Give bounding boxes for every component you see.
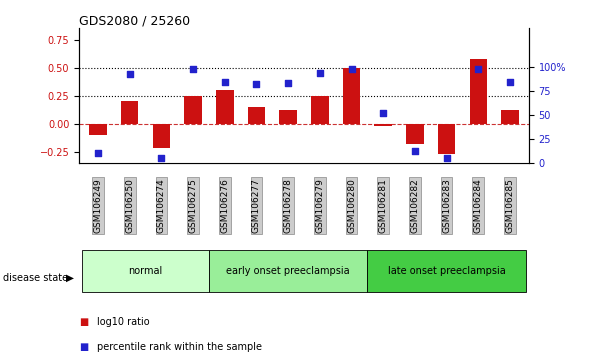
Point: [378, 110, 388, 116]
FancyBboxPatch shape: [367, 250, 526, 292]
Text: late onset preeclampsia: late onset preeclampsia: [388, 266, 505, 276]
Text: GSM106284: GSM106284: [474, 178, 483, 233]
Text: GSM106274: GSM106274: [157, 178, 166, 233]
Bar: [248, 107, 265, 124]
Text: ▶: ▶: [66, 273, 74, 283]
Point: [410, 148, 420, 154]
Text: percentile rank within the sample: percentile rank within the sample: [97, 342, 262, 352]
Text: ■: ■: [79, 342, 88, 352]
Point: [220, 79, 230, 85]
Bar: [89, 124, 107, 135]
FancyBboxPatch shape: [82, 250, 209, 292]
Bar: [280, 110, 297, 124]
Text: GSM106282: GSM106282: [410, 178, 420, 233]
Bar: [469, 59, 487, 124]
Text: GSM106276: GSM106276: [220, 178, 229, 233]
Bar: [153, 124, 170, 148]
Text: GSM106281: GSM106281: [379, 178, 388, 233]
Bar: [438, 124, 455, 154]
Bar: [311, 96, 328, 124]
Point: [125, 72, 134, 77]
Point: [474, 66, 483, 72]
Bar: [501, 110, 519, 124]
Point: [505, 79, 515, 85]
Point: [93, 150, 103, 156]
Bar: [184, 96, 202, 124]
Point: [188, 66, 198, 72]
Text: ■: ■: [79, 317, 88, 327]
Point: [347, 66, 356, 72]
Text: GDS2080 / 25260: GDS2080 / 25260: [79, 14, 190, 27]
Text: early onset preeclampsia: early onset preeclampsia: [226, 266, 350, 276]
Bar: [216, 90, 233, 124]
Text: GSM106250: GSM106250: [125, 178, 134, 233]
Text: GSM106279: GSM106279: [316, 178, 324, 233]
Text: GSM106280: GSM106280: [347, 178, 356, 233]
Text: GSM106283: GSM106283: [442, 178, 451, 233]
Text: GSM106285: GSM106285: [505, 178, 514, 233]
Text: GSM106277: GSM106277: [252, 178, 261, 233]
Bar: [406, 124, 424, 144]
Bar: [375, 124, 392, 126]
Point: [252, 81, 261, 87]
Text: normal: normal: [128, 266, 163, 276]
Point: [283, 80, 293, 86]
Text: GSM106278: GSM106278: [284, 178, 292, 233]
Point: [442, 155, 452, 161]
Point: [156, 155, 166, 161]
Text: log10 ratio: log10 ratio: [97, 317, 150, 327]
Bar: [343, 68, 360, 124]
Text: GSM106275: GSM106275: [188, 178, 198, 233]
Bar: [121, 101, 139, 124]
Text: GSM106249: GSM106249: [94, 178, 103, 233]
FancyBboxPatch shape: [209, 250, 367, 292]
Point: [315, 71, 325, 76]
Text: disease state: disease state: [3, 273, 68, 283]
